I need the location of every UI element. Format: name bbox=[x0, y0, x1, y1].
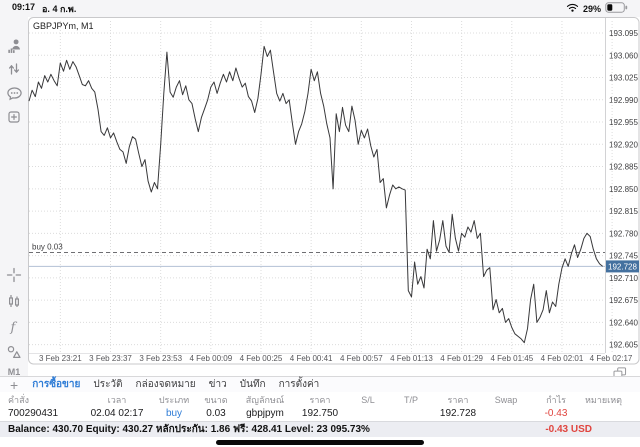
tab-journal[interactable]: บันทึก bbox=[239, 379, 266, 390]
tab-mailbox[interactable]: กล่องจดหมาย bbox=[135, 379, 196, 390]
tab-news[interactable]: ข่าว bbox=[208, 379, 227, 390]
position-time: 02.04 02:17 bbox=[90, 408, 144, 419]
col-profit: กำไร bbox=[546, 394, 566, 405]
bottom-tab-bar: + การซื้อขาย ประวัติ กล่องจดหมาย ข่าว บั… bbox=[0, 376, 640, 392]
wifi-icon bbox=[566, 2, 579, 15]
svg-text:192.815: 192.815 bbox=[609, 207, 638, 216]
candlestick-chart-icon[interactable] bbox=[3, 290, 25, 312]
svg-text:3 Feb 23:53: 3 Feb 23:53 bbox=[139, 354, 182, 363]
svg-text:192.850: 192.850 bbox=[609, 185, 638, 194]
svg-text:3 Feb 23:21: 3 Feb 23:21 bbox=[39, 354, 82, 363]
svg-text:192.990: 192.990 bbox=[609, 96, 638, 105]
svg-text:192.920: 192.920 bbox=[609, 140, 638, 149]
account-summary-bar: Balance: 430.70 Equity: 430.27 หลักประกั… bbox=[0, 421, 640, 437]
new-order-icon[interactable] bbox=[3, 106, 25, 128]
account-profit: -0.43 USD bbox=[545, 424, 592, 435]
col-tp: T/P bbox=[403, 394, 418, 405]
svg-text:4 Feb 01:29: 4 Feb 01:29 bbox=[440, 354, 483, 363]
col-sl: S/L bbox=[361, 394, 375, 405]
svg-text:4 Feb 00:57: 4 Feb 00:57 bbox=[340, 354, 383, 363]
svg-text:4 Feb 00:25: 4 Feb 00:25 bbox=[240, 354, 283, 363]
position-profit: -0.43 bbox=[544, 408, 568, 419]
left-toolbar: f M1 bbox=[0, 17, 28, 377]
add-tab-button[interactable]: + bbox=[10, 376, 19, 393]
svg-text:192.605: 192.605 bbox=[609, 341, 638, 350]
svg-text:4 Feb 02:17: 4 Feb 02:17 bbox=[590, 354, 633, 363]
crosshair-icon[interactable] bbox=[3, 264, 25, 286]
chart-symbol-title: GBPJPYm, M1 bbox=[33, 21, 94, 31]
position-type: buy bbox=[165, 408, 183, 419]
position-volume: 0.03 bbox=[206, 408, 226, 419]
objects-shapes-icon[interactable] bbox=[3, 341, 25, 363]
svg-text:4 Feb 00:41: 4 Feb 00:41 bbox=[290, 354, 333, 363]
svg-text:192.780: 192.780 bbox=[609, 229, 638, 238]
indicator-function-icon[interactable]: f bbox=[3, 316, 25, 338]
svg-text:4 Feb 01:13: 4 Feb 01:13 bbox=[390, 354, 433, 363]
svg-text:3 Feb 23:37: 3 Feb 23:37 bbox=[89, 354, 132, 363]
position-symbol: gbpjpym bbox=[246, 408, 284, 419]
col-order: คำสั่ง bbox=[8, 394, 29, 405]
position-order: 700290431 bbox=[8, 408, 59, 419]
status-bar: 09:17 อ. 4 ก.พ. 29% bbox=[0, 0, 640, 17]
tab-trade[interactable]: การซื้อขาย bbox=[32, 379, 81, 390]
home-indicator[interactable] bbox=[216, 440, 424, 445]
svg-text:192.885: 192.885 bbox=[609, 163, 638, 172]
col-swap: Swap bbox=[494, 394, 518, 405]
status-date: อ. 4 ก.พ. bbox=[42, 3, 77, 14]
price-chart[interactable]: 193.095 193.060 193.025 192.990 192.955 192.9… bbox=[28, 17, 640, 365]
col-open-price: ราคา bbox=[309, 394, 331, 405]
svg-text:192.728: 192.728 bbox=[608, 262, 637, 271]
battery-percent: 29% bbox=[582, 3, 601, 14]
svg-text:4 Feb 00:09: 4 Feb 00:09 bbox=[189, 354, 232, 363]
svg-text:192.955: 192.955 bbox=[609, 118, 638, 127]
account-icon[interactable] bbox=[3, 34, 25, 56]
account-summary-text: Balance: 430.70 Equity: 430.27 หลักประกั… bbox=[8, 424, 370, 435]
col-symbol: สัญลักษณ์ bbox=[245, 394, 285, 405]
positions-table-header: คำสั่ง เวลา ประเภท ขนาด สัญลักษณ์ ราคา S… bbox=[0, 393, 640, 406]
col-price: ราคา bbox=[447, 394, 469, 405]
tab-settings[interactable]: การตั้งค่า bbox=[278, 379, 320, 390]
timeframe-button[interactable]: M1 bbox=[7, 367, 21, 377]
svg-text:193.095: 193.095 bbox=[609, 29, 638, 38]
battery-icon bbox=[605, 2, 628, 15]
col-type: ประเภท bbox=[158, 394, 190, 405]
svg-text:4 Feb 01:45: 4 Feb 01:45 bbox=[490, 354, 533, 363]
svg-text:192.710: 192.710 bbox=[609, 274, 638, 283]
svg-text:193.060: 193.060 bbox=[609, 51, 638, 60]
svg-text:192.640: 192.640 bbox=[609, 318, 638, 327]
buy-sell-arrows-icon[interactable] bbox=[3, 58, 25, 80]
col-comment: หมายเหตุ bbox=[584, 394, 622, 405]
svg-text:193.025: 193.025 bbox=[609, 74, 638, 83]
home-strip bbox=[0, 438, 640, 447]
col-volume: ขนาด bbox=[204, 394, 228, 405]
position-row[interactable]: 700290431 02.04 02:17 buy 0.03 gbpjpym 1… bbox=[0, 406, 640, 421]
svg-text:192.745: 192.745 bbox=[609, 252, 638, 261]
svg-text:192.675: 192.675 bbox=[609, 296, 638, 305]
chat-icon[interactable] bbox=[3, 82, 25, 104]
svg-text:f: f bbox=[10, 321, 18, 336]
col-time: เวลา bbox=[107, 394, 127, 405]
position-price: 192.728 bbox=[439, 408, 477, 419]
position-open-price: 192.750 bbox=[301, 408, 339, 419]
tab-history[interactable]: ประวัติ bbox=[93, 379, 123, 390]
clock-time: 09:17 bbox=[12, 1, 36, 12]
svg-text:4 Feb 02:01: 4 Feb 02:01 bbox=[541, 354, 584, 363]
svg-text:buy 0.03: buy 0.03 bbox=[32, 242, 63, 251]
